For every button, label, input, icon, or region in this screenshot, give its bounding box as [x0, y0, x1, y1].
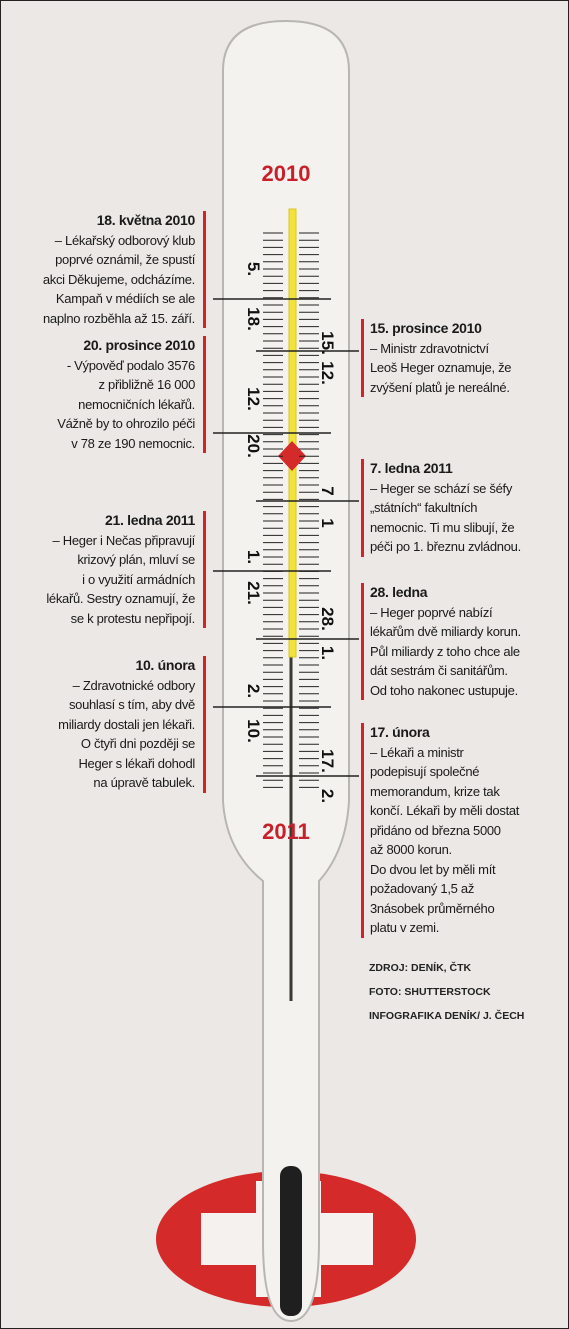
year-bottom: 2011 — [236, 819, 336, 845]
event-date: 20. prosince 2010 — [83, 337, 195, 353]
scale-label: 7 — [317, 486, 337, 495]
event-text: krizový plán, mluví se — [77, 552, 195, 567]
event-text: i o využití armádních — [82, 572, 195, 587]
event-date: 7. ledna 2011 — [370, 460, 453, 476]
scale-label: 15. — [317, 331, 337, 355]
event-text: – Zdravotnické odbory — [73, 678, 195, 693]
event-text: 3násobek průměrného — [370, 901, 494, 916]
scale-label: 18. — [243, 307, 263, 331]
event: 21. ledna 2011 – Heger i Nečas připravují… — [46, 511, 206, 628]
event: 7. ledna 2011 – Heger se schází se šéfy „s… — [361, 459, 521, 557]
event-text: akci Děkujeme, odcházíme. — [43, 272, 195, 287]
scale-label: 17. — [317, 749, 337, 773]
event-text: lékařů. Sestry oznamují, že — [46, 591, 195, 606]
event-text: – Ministr zdravotnictví — [370, 341, 489, 356]
event-text: přidáno od března 5000 — [370, 823, 501, 838]
event-text: O čtyři dni později se — [81, 736, 195, 751]
event: 10. února – Zdravotnické odbory souhlasí s… — [58, 656, 206, 793]
event-text: – Lékařský odborový klub — [55, 233, 195, 248]
event-text: Vážně by to ohrozilo péči — [57, 416, 195, 431]
event: 18. května 2010 – Lékařský odborový klub p… — [43, 211, 206, 328]
scale-label: 5. — [243, 262, 263, 276]
event-text: požadovaný 1,5 až — [370, 881, 474, 896]
event-text: – Heger i Nečas připravují — [53, 533, 196, 548]
event: 28. ledna – Heger poprvé nabízí lékařům dv… — [361, 583, 521, 700]
scale-label: 12. — [317, 361, 337, 385]
scale-label: 1. — [243, 550, 263, 564]
event-text: na úpravě tabulek. — [93, 775, 195, 790]
infographic: 2010 2011 18. května 2010 – Lékařský odbo… — [0, 0, 569, 1329]
event-text: zvýšení platů je nereálné. — [370, 380, 510, 395]
year-top: 2010 — [236, 161, 336, 187]
event: 20. prosince 2010 - Výpověď podalo 3576 z … — [57, 336, 206, 453]
scale-label: 28. — [317, 607, 337, 631]
event-text: naplno rozběhla až 15. září. — [43, 311, 195, 326]
event-date: 17. února — [370, 724, 430, 740]
event-text: až 8000 korun. — [370, 842, 452, 857]
event-text: Kampaň v médiích se ale — [56, 291, 195, 306]
scale-label: 1. — [317, 646, 337, 660]
scale-label: 10. — [243, 719, 263, 743]
event-text: miliardy dostali jen lékaři. — [58, 717, 195, 732]
event-text: lékařům dvě miliardy korun. — [370, 624, 521, 639]
event-text: platu v zemi. — [370, 920, 439, 935]
bulb — [280, 1166, 302, 1316]
event-text: nemocnic. Ti mu slibují, že — [370, 520, 514, 535]
event-text: péči po 1. březnu zvládnou. — [370, 539, 521, 554]
event-date: 28. ledna — [370, 584, 427, 600]
event-text: Heger s lékaři dohodl — [78, 756, 195, 771]
event-date: 15. prosince 2010 — [370, 320, 482, 336]
scale-label: 21. — [243, 581, 263, 605]
event-text: Půl miliardy z toho chce ale — [370, 644, 520, 659]
glass — [223, 21, 349, 1321]
event-date: 21. ledna 2011 — [105, 512, 195, 528]
event-text: souhlasí s tím, aby dvě — [69, 697, 195, 712]
event-text: z přibližně 16 000 — [99, 377, 196, 392]
scale-label: 2. — [243, 684, 263, 698]
scale-label: 20. — [243, 434, 263, 458]
event-text: „státních“ fakultních — [370, 500, 477, 515]
event-date: 10. února — [135, 657, 195, 673]
event-text: – Heger se schází se šéfy — [370, 481, 512, 496]
credit-line: INFOGRAFIKA DENÍK/ J. ČECH — [369, 1004, 524, 1028]
scale-label: 1 — [317, 518, 337, 527]
event-text: Leoš Heger oznamuje, že — [370, 360, 511, 375]
event-date: 18. května 2010 — [97, 212, 195, 228]
event-text: končí. Lékaři by měli dostat — [370, 803, 519, 818]
event-text: v 78 ze 190 nemocnic. — [71, 436, 195, 451]
event-text: se k protestu nepřipojí. — [71, 611, 195, 626]
credit-line: FOTO: SHUTTERSTOCK — [369, 980, 524, 1004]
event-text: Od toho nakonec ustupuje. — [370, 683, 518, 698]
event-text: – Lékaři a ministr — [370, 745, 464, 760]
event-text: dát sestrám či sanitářům. — [370, 663, 508, 678]
event-text: Do dvou let by měli mít — [370, 862, 495, 877]
event-text: podepisují společné — [370, 764, 479, 779]
event-text: - Výpověď podalo 3576 — [67, 358, 195, 373]
event-text: nemocničních lékařů. — [78, 397, 195, 412]
event-text: memorandum, krize tak — [370, 784, 500, 799]
event: 17. února – Lékaři a ministr podepisují sp… — [361, 723, 519, 938]
scale-label: 12. — [243, 387, 263, 411]
event: 15. prosince 2010 – Ministr zdravotnictví… — [361, 319, 511, 397]
credit-line: ZDROJ: DENÍK, ČTK — [369, 956, 524, 980]
event-text: – Heger poprvé nabízí — [370, 605, 492, 620]
event-text: poprvé oznámil, že spustí — [55, 252, 195, 267]
scale-label: 2. — [317, 789, 337, 803]
